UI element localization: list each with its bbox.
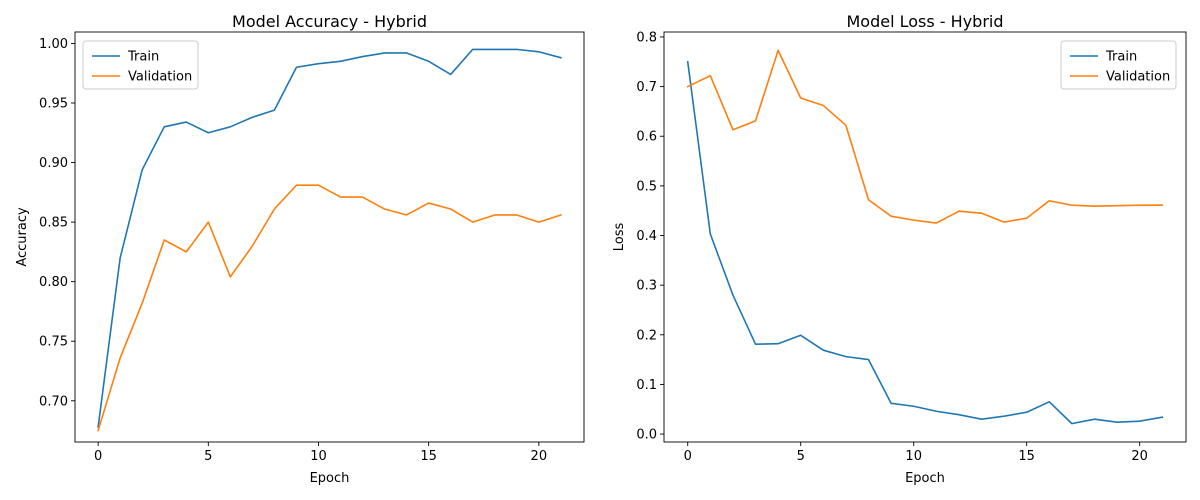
loss-legend-label-train: Train xyxy=(1105,50,1137,65)
loss-series-validation-line xyxy=(686,49,1164,224)
loss-y-tick-label: 0.1 xyxy=(636,378,657,393)
loss-series-train-line xyxy=(686,60,1164,425)
loss-y-tick-label: 0.0 xyxy=(636,428,657,443)
loss-x-tick-label: 5 xyxy=(797,449,805,464)
loss-chart-title: Model Loss - Hybrid xyxy=(847,12,1004,31)
loss-y-tick-label: 0.8 xyxy=(636,30,657,45)
accuracy-legend-label-train: Train xyxy=(127,50,159,65)
accuracy-x-tick-label: 0 xyxy=(94,449,102,464)
loss-y-tick-label: 0.6 xyxy=(636,130,657,145)
loss-y-tick-label: 0.2 xyxy=(636,328,657,343)
accuracy-x-axis-label: Epoch xyxy=(310,471,350,486)
loss-y-tick-label: 0.7 xyxy=(636,80,657,95)
accuracy-x-tick-label: 10 xyxy=(310,449,327,464)
accuracy-y-tick-label: 0.95 xyxy=(39,96,68,111)
accuracy-series-validation-line xyxy=(97,184,562,432)
loss-chart: 0 5 10 15 20 0.0 0.1 0.2 0.3 0.4 0.5 0.6 0.7 0.8 Model… xyxy=(612,12,1187,486)
loss-x-tick-label: 15 xyxy=(1018,449,1035,464)
loss-x-tick-label: 0 xyxy=(684,449,692,464)
accuracy-y-tick-label: 0.70 xyxy=(39,394,68,409)
accuracy-y-tick-label: 0.85 xyxy=(39,216,68,231)
accuracy-y-tick-label: 0.90 xyxy=(39,156,68,171)
accuracy-y-axis-label: Accuracy xyxy=(15,207,30,267)
loss-y-axis-label: Loss xyxy=(612,223,627,252)
accuracy-legend: Train Validation xyxy=(82,40,199,90)
accuracy-x-tick-label: 5 xyxy=(204,449,212,464)
loss-legend: Train Validation xyxy=(1060,40,1177,90)
loss-y-tick-label: 0.5 xyxy=(636,179,657,194)
accuracy-series-train-line xyxy=(97,48,562,428)
loss-y-tick-label: 0.3 xyxy=(636,279,657,294)
accuracy-y-tick-label: 1.00 xyxy=(39,37,68,52)
loss-axes-frame xyxy=(663,31,1187,443)
loss-x-tick-label: 20 xyxy=(1131,449,1148,464)
loss-legend-label-validation: Validation xyxy=(1106,70,1170,85)
accuracy-x-tick-label: 15 xyxy=(420,449,437,464)
loss-x-tick-label: 10 xyxy=(905,449,922,464)
loss-legend-box xyxy=(1060,40,1177,90)
accuracy-legend-label-validation: Validation xyxy=(128,70,192,85)
accuracy-x-tick-label: 20 xyxy=(531,449,548,464)
accuracy-legend-box xyxy=(82,40,199,90)
loss-x-axis-label: Epoch xyxy=(905,471,945,486)
accuracy-y-tick-label: 0.80 xyxy=(39,275,68,290)
loss-y-tick-label: 0.4 xyxy=(636,229,657,244)
accuracy-chart-title: Model Accuracy - Hybrid xyxy=(232,12,427,31)
accuracy-axes-frame xyxy=(74,31,585,443)
accuracy-chart: 0 5 10 15 20 0.70 0.75 0.80 0.85 0.90 0.95 1.00 Mode… xyxy=(15,12,585,486)
accuracy-y-tick-label: 0.75 xyxy=(39,335,68,350)
